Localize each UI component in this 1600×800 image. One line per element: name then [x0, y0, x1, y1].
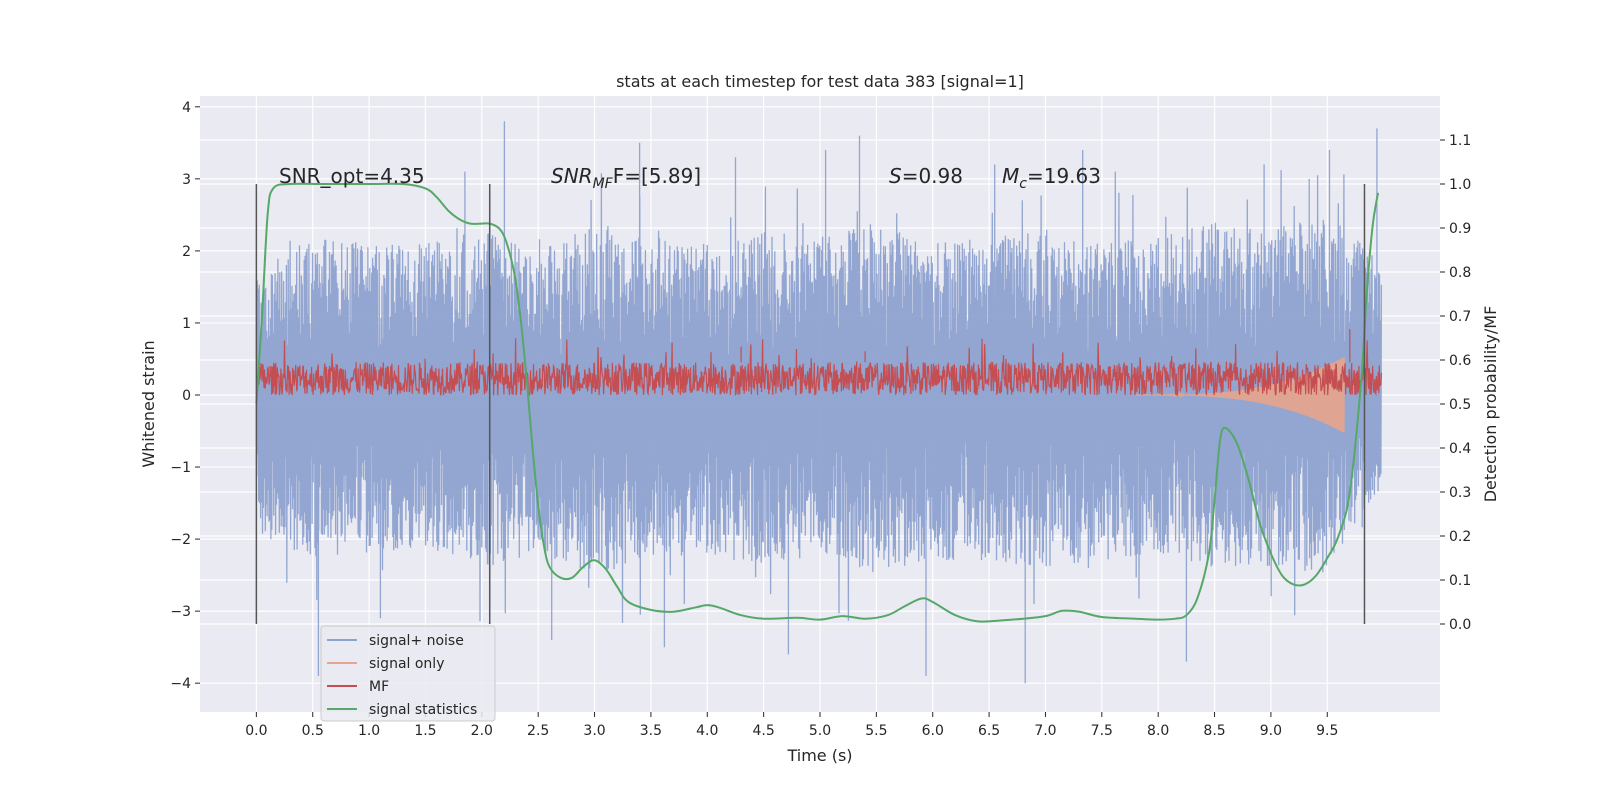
y-left-tick-label: 3 — [182, 172, 191, 188]
annotation-s-symbol: S — [889, 164, 902, 188]
y-right-tick-label: 0.0 — [1449, 617, 1471, 633]
series-mf — [255, 329, 1382, 398]
series-signal-statistics — [255, 182, 1379, 623]
y-left-tick-label: −2 — [170, 532, 191, 548]
annotation-mc-sub: c — [1019, 176, 1027, 192]
x-tick-label: 6.5 — [978, 723, 1000, 739]
x-tick-label: 4.0 — [696, 723, 718, 739]
x-tick-label: 5.0 — [809, 723, 831, 739]
y-axis-right-label: Detection probability/MF — [1481, 306, 1500, 503]
series-signal-noise — [255, 121, 1383, 684]
legend-label-mf: MF — [369, 679, 389, 695]
legend-label-signal-statistics: signal statistics — [369, 702, 477, 718]
annotation-snr-mf: SNRMFF=[5.89] — [551, 164, 701, 192]
y-right-tick-label: 0.4 — [1449, 441, 1471, 457]
annotation-snr-mf-sub: MF — [593, 176, 614, 192]
annotation-snr-mf-rest: F=[5.89] — [613, 164, 701, 188]
axes: 0.0 0.5 1.0 1.5 2.0 2.5 3.0 3.5 4.0 4.5 5.0 5.5 6.0 6… — [170, 100, 1471, 739]
y-left-tick-label: −4 — [170, 676, 191, 692]
y-left-tick-label: −3 — [170, 604, 191, 620]
annotation-mc-value: =19.63 — [1027, 164, 1101, 188]
x-tick-label: 0.0 — [245, 723, 267, 739]
x-tick-label: 2.0 — [471, 723, 493, 739]
annotation-snr-mf-base: SNR — [551, 164, 593, 188]
x-axis-label: Time (s) — [786, 746, 852, 765]
x-tick-label: 5.5 — [865, 723, 887, 739]
chart-title: stats at each timestep for test data 383… — [616, 72, 1024, 91]
y-right-tick-label: 0.3 — [1449, 485, 1471, 501]
y-left-tick-label: 0 — [182, 388, 191, 404]
y-right-tick-label: 0.8 — [1449, 265, 1471, 281]
x-tick-label: 2.5 — [527, 723, 549, 739]
x-tick-label: 6.0 — [922, 723, 944, 739]
x-tick-label: 7.0 — [1034, 723, 1056, 739]
x-tick-label: 9.0 — [1260, 723, 1282, 739]
annotation-mc: Mc=19.63 — [1002, 164, 1101, 192]
y-axis-left-label: Whitened strain — [139, 340, 158, 467]
vertical-markers — [255, 184, 1366, 624]
series-layer — [255, 121, 1383, 684]
y-right-tick-label: 0.1 — [1449, 573, 1471, 589]
annotation-s: S=0.98 — [889, 164, 963, 188]
annotation-snr-opt: SNR_opt=4.35 — [279, 164, 425, 188]
legend-label-signal-only: signal only — [369, 656, 444, 672]
annotation-mc-symbol: M — [1002, 164, 1019, 188]
x-tick-label: 9.5 — [1316, 723, 1338, 739]
y-left-tick-label: 4 — [182, 100, 191, 116]
legend-box — [320, 625, 496, 722]
y-right-tick-label: 1.1 — [1449, 133, 1471, 149]
x-tick-label: 3.0 — [583, 723, 605, 739]
y-right-tick-label: 1.0 — [1449, 177, 1471, 193]
y-right-tick-label: 0.2 — [1449, 529, 1471, 545]
x-tick-label: 1.0 — [358, 723, 380, 739]
y-right-tick-label: 0.9 — [1449, 221, 1471, 237]
legend: signal+ noise signal only MF signal stat… — [320, 625, 496, 722]
x-tick-label: 8.0 — [1147, 723, 1169, 739]
y-left-tick-label: 1 — [182, 316, 191, 332]
x-tick-label: 8.5 — [1203, 723, 1225, 739]
y-right-tick-label: 0.7 — [1449, 309, 1471, 325]
x-tick-label: 4.5 — [753, 723, 775, 739]
x-tick-label: 1.5 — [414, 723, 436, 739]
x-tick-label: 0.5 — [302, 723, 324, 739]
y-right-tick-label: 0.6 — [1449, 353, 1471, 369]
x-tick-label: 7.5 — [1091, 723, 1113, 739]
y-right-tick-label: 0.5 — [1449, 397, 1471, 413]
y-left-tick-label: 2 — [182, 244, 191, 260]
legend-label-signal-noise: signal+ noise — [369, 633, 464, 649]
x-tick-label: 3.5 — [640, 723, 662, 739]
y-left-tick-label: −1 — [170, 460, 191, 476]
annotation-s-value: =0.98 — [902, 164, 963, 188]
